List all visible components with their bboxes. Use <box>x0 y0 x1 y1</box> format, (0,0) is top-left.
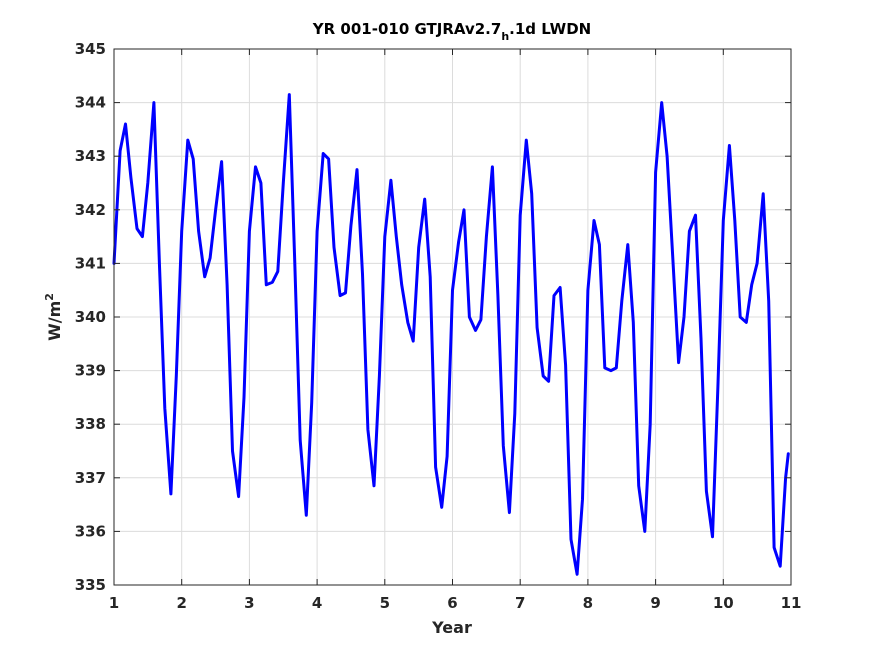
y-tick-label: 339 <box>75 362 106 380</box>
y-tick-label: 340 <box>75 308 106 326</box>
y-tick-label: 337 <box>75 469 106 487</box>
chart-title-main: YR 001-010 GTJRAv2.7 <box>312 20 502 38</box>
x-tick-labels: 1 2 3 4 5 6 7 8 9 10 11 <box>109 594 802 612</box>
y-axis-label-main: W/m <box>45 301 64 341</box>
series-line-0 <box>112 93 790 576</box>
x-tick-label: 7 <box>515 594 525 612</box>
x-tick-label: 2 <box>176 594 186 612</box>
y-tick-label: 344 <box>75 94 106 112</box>
tick-marks <box>113 48 792 586</box>
y-tick-label: 342 <box>75 201 106 219</box>
y-axis-label-superscript: 2 <box>43 293 56 301</box>
x-tick-label: 4 <box>312 594 322 612</box>
series-layer <box>112 93 790 576</box>
y-tick-label: 335 <box>75 576 106 594</box>
y-tick-label: 343 <box>75 147 106 165</box>
x-tick-label: 5 <box>380 594 390 612</box>
y-tick-label: 338 <box>75 415 106 433</box>
y-axis-label: W/m2 <box>43 293 64 341</box>
chart-title: YR 001-010 GTJRAv2.7h.1d LWDN <box>312 20 591 43</box>
y-tick-label: 336 <box>75 522 106 540</box>
x-tick-label: 6 <box>447 594 457 612</box>
x-tick-label: 11 <box>781 594 802 612</box>
x-axis-label: Year <box>431 618 472 637</box>
x-tick-label: 8 <box>583 594 593 612</box>
y-tick-labels: 335 336 337 338 339 340 341 342 343 344 345 <box>75 40 106 594</box>
x-tick-label: 3 <box>244 594 254 612</box>
chart-title-subscript: h <box>501 30 509 43</box>
chart-title-tail: .1d LWDN <box>509 20 591 38</box>
x-tick-label: 9 <box>650 594 660 612</box>
y-tick-label: 341 <box>75 254 106 272</box>
y-tick-label: 345 <box>75 40 106 58</box>
x-tick-label: 10 <box>713 594 734 612</box>
x-tick-label: 1 <box>109 594 119 612</box>
